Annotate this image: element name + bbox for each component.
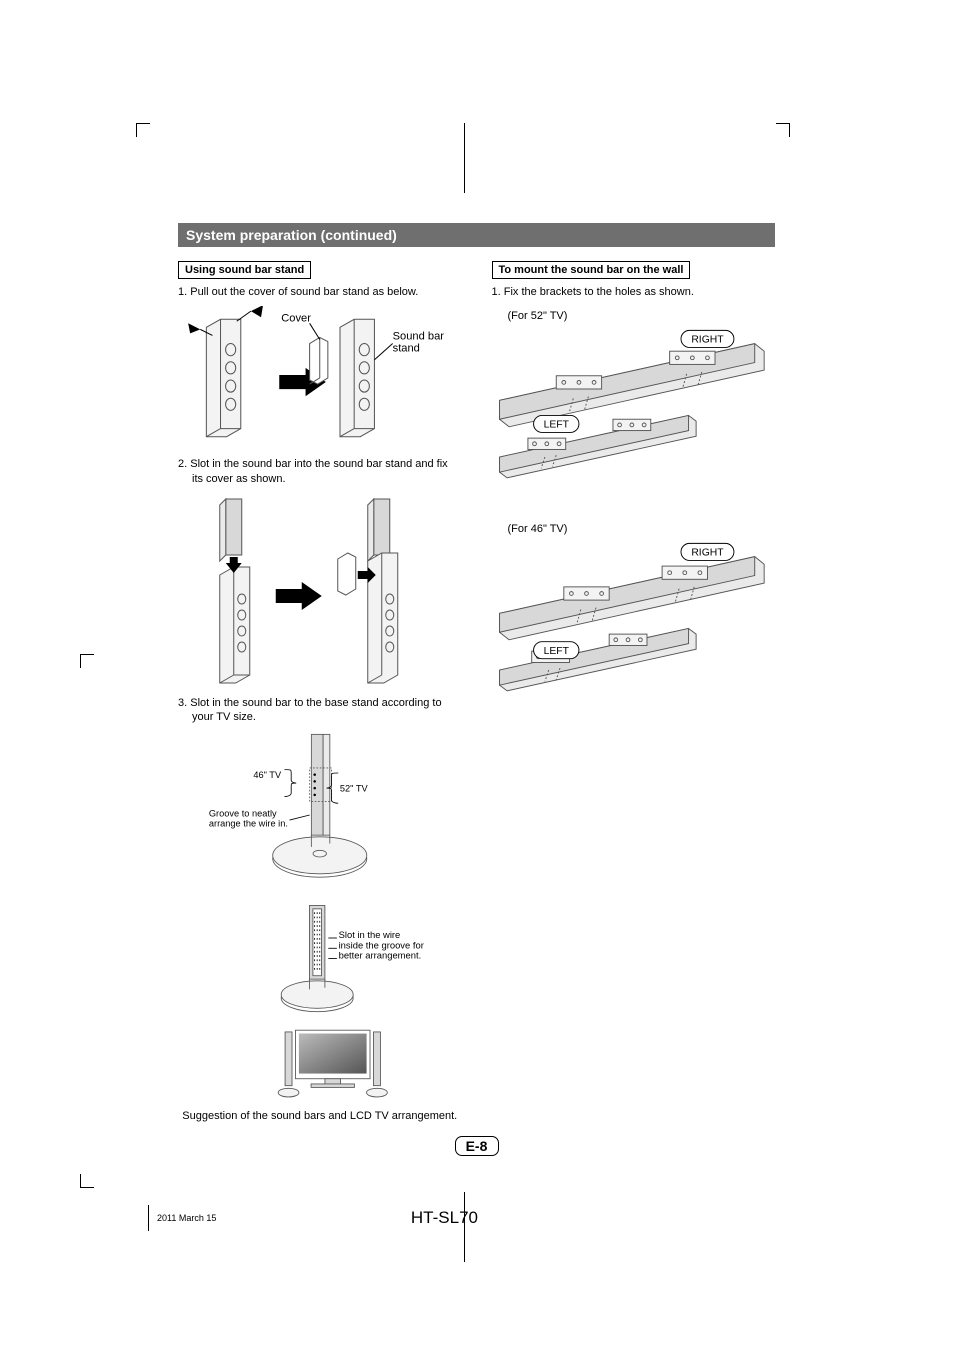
label-slotwire-2: inside the groove for (339, 940, 424, 951)
label-right-52: RIGHT (691, 335, 724, 346)
figure-wall-mount-46: RIGHT LEFT (492, 539, 776, 699)
page-content: System preparation (continued) Using sou… (178, 223, 775, 1156)
label-left-52: LEFT (543, 420, 569, 431)
figure-slot-soundbar (178, 493, 462, 693)
label-slotwire-1: Slot in the wire (339, 929, 401, 940)
label-stand-1: Sound bar (393, 330, 445, 342)
label-stand-2: stand (393, 342, 420, 354)
right-box-title: To mount the sound bar on the wall (492, 261, 691, 279)
section-header: System preparation (continued) (178, 223, 775, 247)
label-right-46: RIGHT (691, 548, 724, 559)
suggestion-caption: Suggestion of the sound bars and LCD TV … (178, 1110, 462, 1122)
label-groove-1: Groove to neatly (209, 809, 277, 819)
label-groove-2: arrange the wire in. (209, 819, 288, 829)
label-46tv: 46" TV (253, 770, 282, 780)
left-step-1: 1. Pull out the cover of sound bar stand… (178, 285, 462, 300)
label-slotwire-3: better arrangement. (339, 950, 422, 961)
figure-tv-arrangement (178, 1025, 462, 1103)
footer-date: 2011 March 15 (157, 1213, 216, 1223)
figure-base-stand: 46" TV 52" TV Groove to neatly arrange t… (178, 731, 462, 899)
figure-wire-groove: Slot in the wire inside the groove for b… (178, 902, 462, 1022)
crop-mark-bottom-left (80, 1174, 94, 1188)
crop-mark-mid-left (80, 654, 94, 668)
left-box-title: Using sound bar stand (178, 261, 311, 279)
label-left-46: LEFT (543, 646, 569, 657)
left-column: Using sound bar stand 1. Pull out the co… (178, 261, 462, 1122)
figure-soundbar-stand-cover: Cover Sound bar stand (178, 306, 462, 454)
right-column: To mount the sound bar on the wall 1. Fi… (492, 261, 776, 1122)
figure-wall-mount-52: RIGHT LEFT (492, 326, 776, 486)
footer: 2011 March 15 HT-SL70 (148, 1205, 478, 1231)
left-step-3: 3. Slot in the sound bar to the base sta… (178, 696, 462, 726)
left-step-2: 2. Slot in the sound bar into the sound … (178, 457, 462, 487)
page-number: E-8 (455, 1136, 499, 1156)
gutter-line-top (464, 123, 465, 193)
for-46-label: (For 46" TV) (508, 523, 776, 535)
for-52-label: (For 52" TV) (508, 310, 776, 322)
footer-model: HT-SL70 (411, 1208, 478, 1228)
label-52tv: 52" TV (340, 784, 369, 794)
right-step-1: 1. Fix the brackets to the holes as show… (492, 285, 776, 300)
crop-mark-top-left (136, 123, 150, 137)
crop-mark-top-right (776, 123, 790, 137)
label-cover: Cover (281, 312, 311, 324)
